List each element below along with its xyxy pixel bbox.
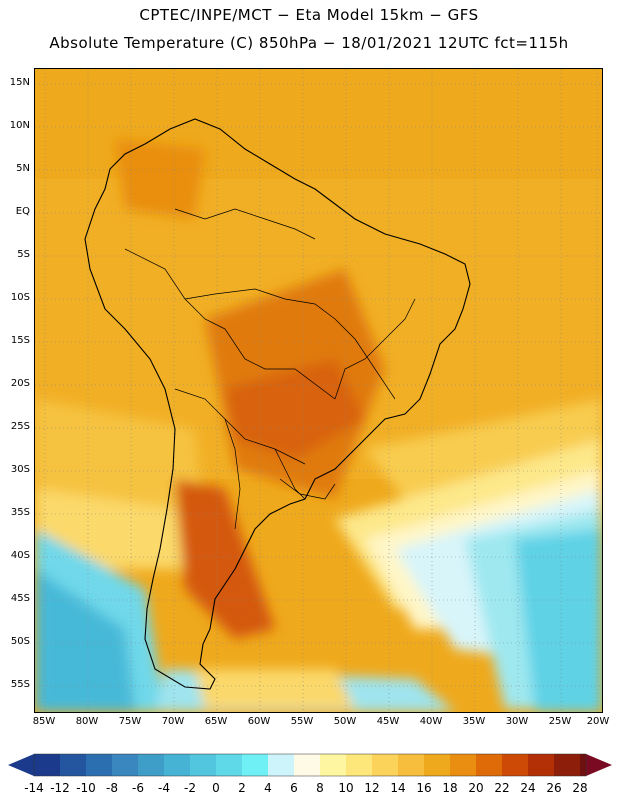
colorbar-label: 2 bbox=[238, 781, 246, 795]
lat-label-5s: 5S bbox=[17, 249, 30, 260]
colorbar-cell bbox=[242, 754, 269, 776]
lon-label-60w: 60W bbox=[247, 716, 271, 727]
colorbar-label: -12 bbox=[50, 781, 70, 795]
south-america-coastline bbox=[84, 118, 471, 690]
lon-label-80w: 80W bbox=[75, 716, 99, 727]
lon-label-85w: 85W bbox=[32, 716, 56, 727]
lat-label-20s: 20S bbox=[10, 378, 30, 389]
colorbar-cell bbox=[346, 754, 373, 776]
colorbar-label: 12 bbox=[364, 781, 380, 795]
lat-label-25s: 25S bbox=[10, 421, 30, 432]
lon-label-45w: 45W bbox=[376, 716, 400, 727]
colorbar-label: 14 bbox=[390, 781, 406, 795]
lat-label-50s: 50S bbox=[10, 636, 30, 647]
lat-label-35s: 35S bbox=[10, 507, 30, 518]
colorbar-cell bbox=[580, 754, 586, 776]
colorbar-cell bbox=[86, 754, 113, 776]
colorbar-cell bbox=[34, 754, 61, 776]
field-neg2-0-west bbox=[35, 569, 135, 712]
field-north-warm bbox=[115, 139, 205, 219]
colorbar-label: -4 bbox=[158, 781, 170, 795]
lon-label-55w: 55W bbox=[290, 716, 314, 727]
lat-label-40s: 40S bbox=[10, 550, 30, 561]
colorbar-label: 4 bbox=[264, 781, 272, 795]
colorbar-cell bbox=[554, 754, 581, 776]
lon-label-30w: 30W bbox=[505, 716, 529, 727]
colorbar-label: 26 bbox=[546, 781, 562, 795]
colorbar-cell bbox=[450, 754, 477, 776]
colorbar-cell bbox=[294, 754, 321, 776]
colorbar-cell bbox=[268, 754, 295, 776]
colorbar-cell bbox=[216, 754, 243, 776]
colorbar-label: 6 bbox=[290, 781, 298, 795]
lat-label-10n: 10N bbox=[9, 120, 30, 131]
colorbar-cell bbox=[424, 754, 451, 776]
colorbar-cell bbox=[164, 754, 191, 776]
colorbar-label: 10 bbox=[338, 781, 354, 795]
colorbar-cell bbox=[528, 754, 555, 776]
colorbar-cell bbox=[138, 754, 165, 776]
lon-label-35w: 35W bbox=[462, 716, 486, 727]
colorbar-arrow-left bbox=[8, 754, 34, 776]
lat-label-45s: 45S bbox=[10, 593, 30, 604]
colorbar bbox=[8, 753, 612, 777]
colorbar-label: -10 bbox=[76, 781, 96, 795]
chart-title-line1: CPTEC/INPE/MCT − Eta Model 15km − GFS bbox=[139, 6, 479, 24]
colorbar-label: 24 bbox=[520, 781, 536, 795]
lon-label-25w: 25W bbox=[548, 716, 572, 727]
colorbar-cell bbox=[398, 754, 425, 776]
colorbar-arrow-right bbox=[586, 754, 612, 776]
field-0-2 bbox=[515, 529, 602, 712]
map-graticule bbox=[35, 69, 602, 712]
lon-label-65w: 65W bbox=[204, 716, 228, 727]
temperature-map bbox=[34, 68, 603, 713]
lon-label-50w: 50W bbox=[333, 716, 357, 727]
colorbar-label: 22 bbox=[494, 781, 510, 795]
lon-label-40w: 40W bbox=[419, 716, 443, 727]
colorbar-label: -8 bbox=[106, 781, 118, 795]
colorbar-cell bbox=[320, 754, 347, 776]
colorbar-cell bbox=[60, 754, 87, 776]
colorbar-label: 20 bbox=[468, 781, 484, 795]
lat-label-10s: 10S bbox=[10, 292, 30, 303]
colorbar-cell bbox=[502, 754, 529, 776]
lat-label-30s: 30S bbox=[10, 464, 30, 475]
colorbar-label: 28 bbox=[572, 781, 588, 795]
field-10-12 bbox=[35, 489, 185, 569]
lat-label-15s: 15S bbox=[10, 335, 30, 346]
field-south-warm bbox=[195, 669, 355, 709]
lat-label-5n: 5N bbox=[16, 163, 30, 174]
lon-label-20w: 20W bbox=[586, 716, 610, 727]
lon-label-75w: 75W bbox=[118, 716, 142, 727]
colorbar-label: -2 bbox=[184, 781, 196, 795]
colorbar-label: -14 bbox=[24, 781, 44, 795]
colorbar-label: -6 bbox=[132, 781, 144, 795]
colorbar-label: 0 bbox=[212, 781, 220, 795]
colorbar-cell bbox=[372, 754, 399, 776]
lon-label-70w: 70W bbox=[161, 716, 185, 727]
colorbar-cell bbox=[190, 754, 217, 776]
colorbar-cell bbox=[112, 754, 139, 776]
colorbar-label: 16 bbox=[416, 781, 432, 795]
country-borders bbox=[124, 208, 416, 530]
lat-label-15n: 15N bbox=[9, 77, 30, 88]
colorbar-label: 8 bbox=[316, 781, 324, 795]
chart-title-line2: Absolute Temperature (C) 850hPa − 18/01/… bbox=[49, 34, 569, 52]
field-22-24-south bbox=[175, 479, 275, 639]
lat-label-55s: 55S bbox=[10, 679, 30, 690]
colorbar-cell bbox=[476, 754, 503, 776]
colorbar-label: 18 bbox=[442, 781, 458, 795]
lat-label-eq: EQ bbox=[15, 206, 30, 217]
